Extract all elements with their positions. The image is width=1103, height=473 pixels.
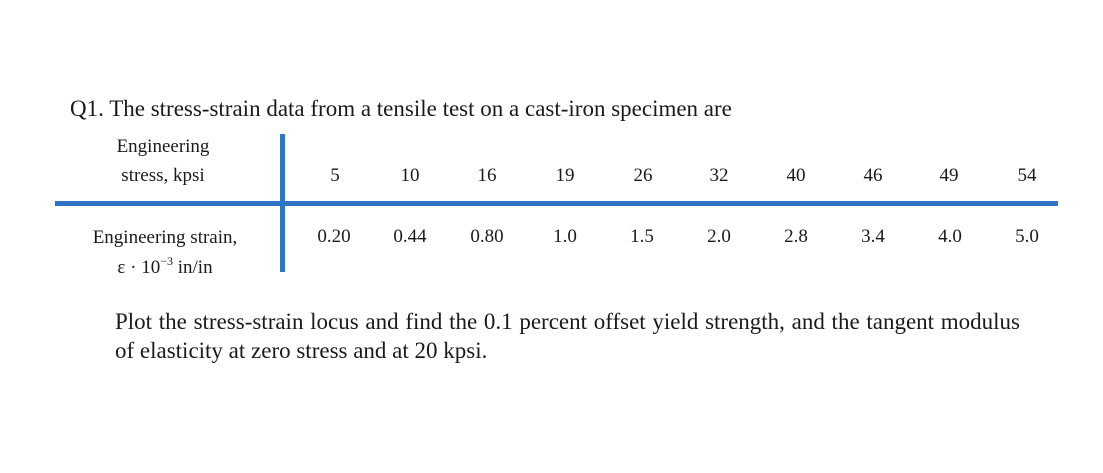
strain-cell: 0.80: [470, 226, 504, 247]
problem-prompt: Plot the stress-strain locus and find th…: [115, 309, 1020, 363]
stress-cell: 16: [477, 165, 497, 186]
strain-cell: 4.0: [938, 226, 962, 247]
strain-row-label: Engineering strain, ε · 10−3 in/in: [55, 223, 275, 283]
stress-cell: 54: [1017, 165, 1037, 186]
question-text: Q1. The stress-strain data from a tensil…: [70, 96, 732, 121]
stress-cell: 19: [555, 165, 575, 186]
strain-cell: 1.5: [630, 226, 654, 247]
stress-cell: 5: [330, 165, 340, 186]
strain-label-symbol: ε · 10: [117, 257, 161, 278]
strain-values-row: 0.20 0.44 0.80 1.0 1.5 2.0 2.8 3.4 4.0 5…: [0, 226, 1103, 250]
stress-cell: 46: [863, 165, 883, 186]
strain-cell: 2.8: [784, 226, 808, 247]
strain-cell: 0.44: [393, 226, 427, 247]
stress-cell: 10: [400, 165, 420, 186]
stress-label-line1: Engineering: [116, 136, 210, 157]
strain-label-unit: in/in: [173, 257, 213, 278]
strain-label-line2: ε · 10−3 in/in: [117, 253, 212, 283]
strain-label-line1: Engineering strain,: [92, 227, 238, 248]
stress-cell: 26: [633, 165, 653, 186]
horizontal-rule: [55, 201, 1058, 206]
stress-row-label: Engineering stress, kpsi: [88, 132, 238, 190]
strain-cell: 5.0: [1015, 226, 1039, 247]
strain-cell: 2.0: [707, 226, 731, 247]
stress-values-row: 5 10 16 19 26 32 40 46 49 54: [0, 165, 1103, 189]
strain-cell: 1.0: [553, 226, 577, 247]
strain-cell: 0.20: [317, 226, 351, 247]
stress-label-line2: stress, kpsi: [121, 165, 205, 186]
strain-label-exponent: −3: [160, 254, 173, 268]
stress-cell: 40: [786, 165, 806, 186]
strain-cell: 3.4: [861, 226, 885, 247]
stress-cell: 32: [709, 165, 729, 186]
stress-cell: 49: [939, 165, 959, 186]
